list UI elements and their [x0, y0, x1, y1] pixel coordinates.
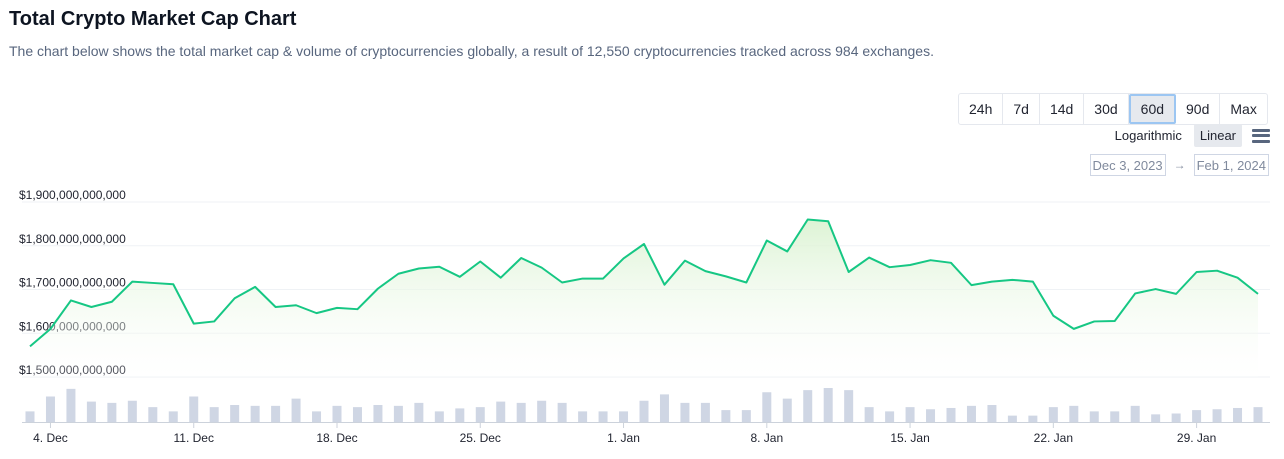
volume-bar	[966, 405, 976, 422]
volume-bar	[578, 411, 588, 422]
volume-bar	[332, 405, 342, 422]
volume-bar	[86, 401, 96, 422]
volume-bar	[1253, 407, 1263, 422]
hamburger-menu-icon[interactable]	[1252, 128, 1270, 143]
volume-bar	[1069, 405, 1079, 422]
range-max-button[interactable]: Max	[1230, 101, 1257, 117]
volume-bar	[45, 396, 55, 422]
volume-bar	[762, 392, 772, 422]
x-tick-label: 11. Dec	[173, 431, 213, 445]
volume-bar	[107, 402, 117, 422]
y-tick-label: $1,800,000,000,000	[19, 232, 126, 246]
volume-bar	[537, 400, 547, 422]
x-tick-label: 22. Jan	[1034, 431, 1073, 445]
market-cap-line	[29, 218, 1259, 348]
volume-bar	[352, 407, 362, 422]
volume-bar	[1110, 411, 1120, 422]
volume-bar	[1028, 415, 1038, 422]
y-tick-label: $1,900,000,000,000	[19, 190, 126, 202]
volume-bar	[659, 394, 669, 422]
volume-bar	[373, 405, 383, 422]
volume-bar	[680, 402, 690, 422]
volume-bar	[1171, 413, 1181, 422]
volume-bar	[414, 402, 424, 422]
date-from-input[interactable]: Dec 3, 2023	[1089, 154, 1166, 176]
range-14d-button[interactable]: 14d	[1040, 94, 1085, 124]
volume-bar	[946, 407, 956, 422]
volume-bar	[987, 405, 997, 422]
volume-bar	[721, 410, 731, 422]
volume-bar	[434, 411, 444, 422]
volume-bar	[1233, 407, 1243, 422]
volume-bar	[455, 408, 465, 422]
volume-bar	[168, 411, 178, 422]
logarithmic-scale-button[interactable]: Logarithmic	[1114, 128, 1182, 143]
volume-bar	[1212, 409, 1222, 422]
y-tick-label: $1,700,000,000,000	[19, 276, 126, 290]
linear-scale-button[interactable]: Linear	[1193, 124, 1242, 147]
volume-bar	[66, 388, 76, 422]
time-range-selector: 24h 7d 14d 30d 60d 90d Max	[958, 93, 1268, 125]
x-tick-label: 18. Dec	[316, 431, 357, 445]
volume-bar	[741, 410, 751, 422]
volume-bar	[209, 407, 219, 422]
x-tick-label: 25. Dec	[460, 431, 501, 445]
range-90d-button[interactable]: 90d	[1176, 94, 1221, 124]
volume-bar	[475, 407, 485, 422]
volume-bar	[700, 402, 710, 422]
volume-bar	[312, 411, 322, 422]
volume-bar	[926, 409, 936, 422]
volume-bar	[598, 411, 608, 422]
arrow-right-icon: →	[1173, 158, 1186, 172]
market-cap-area	[30, 219, 1258, 377]
volume-bar	[1007, 415, 1017, 422]
volume-bar	[1089, 411, 1099, 422]
x-tick-label: 1. Jan	[607, 431, 640, 445]
x-tick-label: 15. Jan	[890, 431, 929, 445]
volume-bar	[230, 405, 240, 422]
range-24h-button[interactable]: 24h	[959, 94, 1004, 124]
volume-bar	[496, 401, 506, 422]
volume-bar	[1048, 407, 1058, 422]
volume-bar	[127, 400, 137, 422]
volume-bar	[823, 388, 833, 422]
volume-bar	[1192, 410, 1202, 422]
x-tick-label: 29. Jan	[1177, 431, 1216, 445]
volume-bar	[1130, 405, 1140, 422]
volume-bar	[905, 407, 915, 422]
scale-toggle: Logarithmic Linear	[1109, 124, 1270, 147]
volume-bar	[782, 398, 792, 422]
volume-bar	[189, 396, 199, 422]
range-30d-button[interactable]: 30d	[1084, 94, 1129, 124]
volume-bar	[864, 407, 874, 422]
volume-bar	[291, 398, 301, 422]
volume-bar	[639, 400, 649, 422]
x-tick-label: 4. Dec	[33, 431, 68, 445]
range-7d-button[interactable]: 7d	[1003, 94, 1040, 124]
volume-bar	[271, 405, 281, 422]
volume-bar	[250, 405, 260, 422]
volume-bar	[557, 402, 567, 422]
x-tick-label: 8. Jan	[750, 431, 783, 445]
page-title: Total Crypto Market Cap Chart	[9, 8, 297, 30]
volume-bar	[25, 411, 35, 422]
date-range: Dec 3, 2023 → Feb 1, 2024	[1089, 154, 1269, 176]
market-cap-chart: $1,900,000,000,000 $1,800,000,000,000 $1,7…	[19, 190, 1270, 445]
volume-bar	[619, 411, 629, 422]
volume-bar	[1151, 414, 1161, 422]
volume-bar	[148, 407, 158, 422]
page-subtitle: The chart below shows the total market c…	[9, 43, 934, 59]
volume-bar	[844, 390, 854, 422]
volume-bar	[516, 402, 526, 422]
range-60d-button[interactable]: 60d	[1128, 94, 1177, 124]
volume-bar	[885, 411, 895, 422]
volume-bar	[803, 390, 813, 422]
volume-bar	[393, 405, 403, 422]
date-to-input[interactable]: Feb 1, 2024	[1193, 154, 1269, 176]
